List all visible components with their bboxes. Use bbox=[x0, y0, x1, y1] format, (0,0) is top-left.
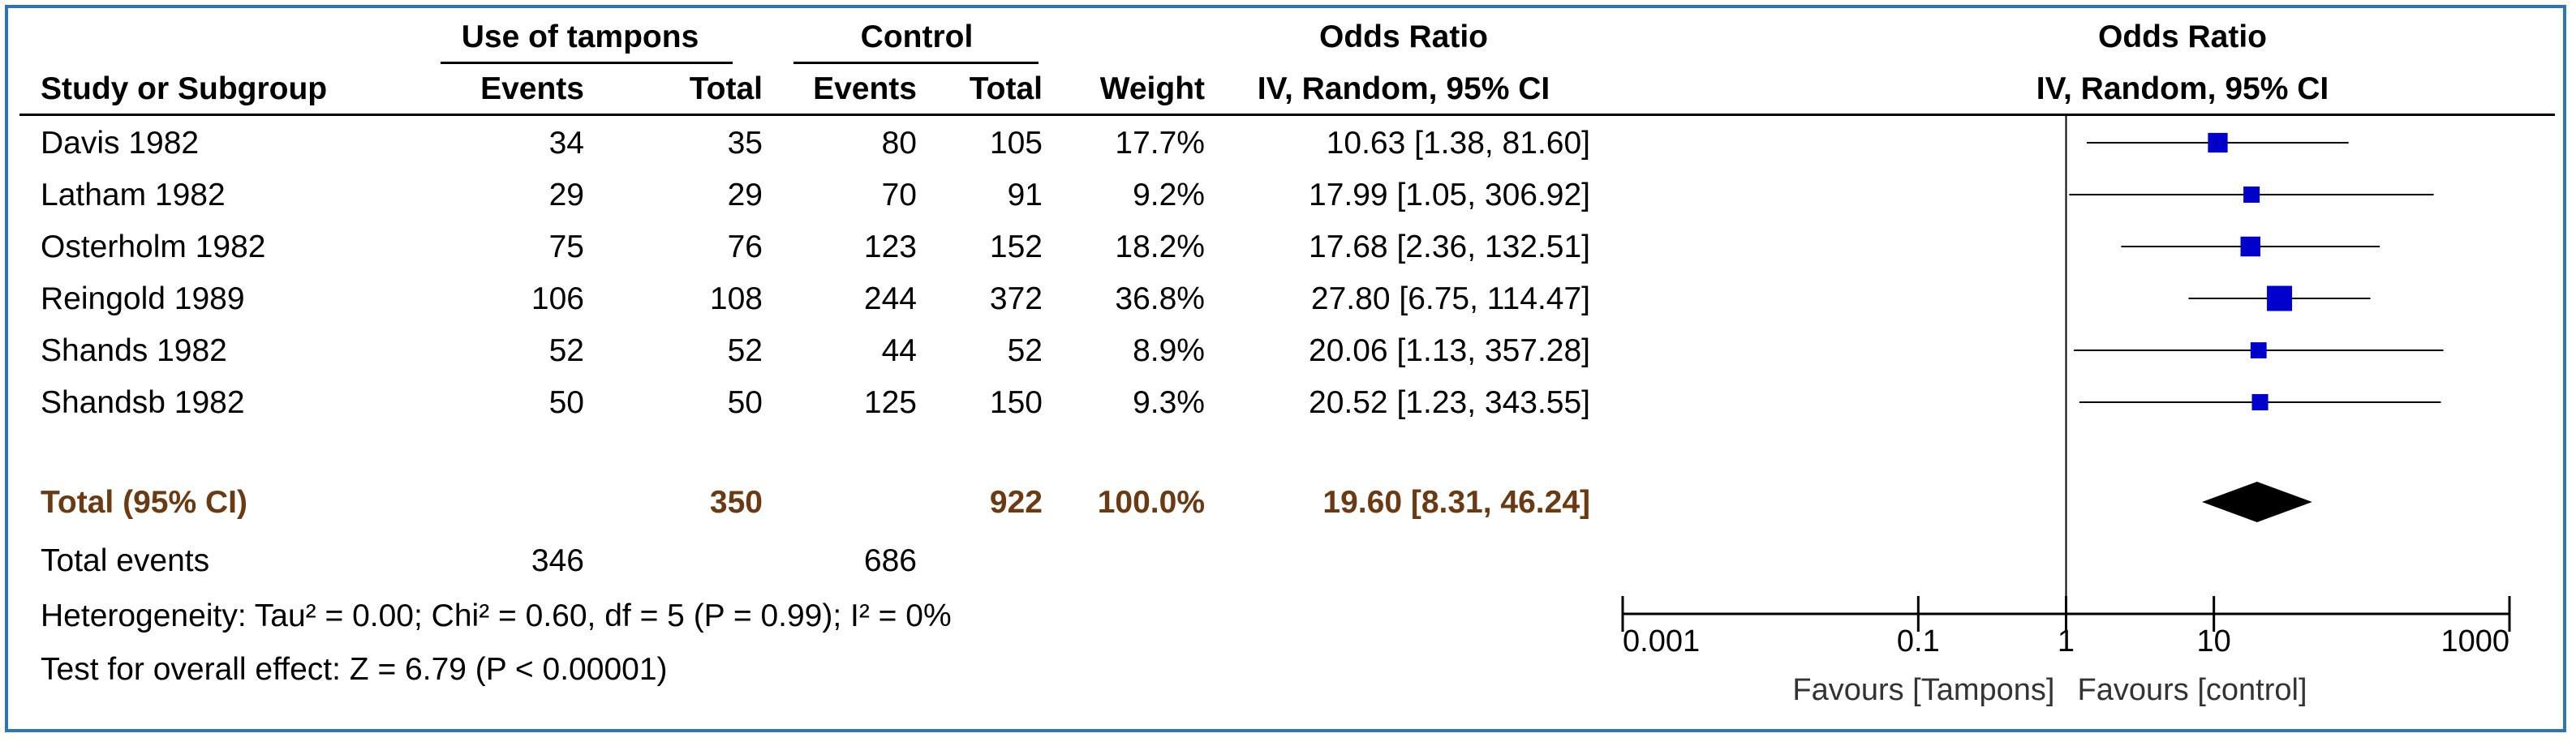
study-row-e1: 34 bbox=[548, 126, 584, 161]
study-row-e2: 80 bbox=[881, 126, 917, 161]
study-row-e2: 70 bbox=[881, 178, 917, 212]
study-row-t1: 50 bbox=[727, 385, 763, 420]
study-row-name: Davis 1982 bbox=[41, 126, 200, 161]
study-row-ci: 17.68 [2.36, 132.51] bbox=[1309, 229, 1590, 264]
study-row-e1: 50 bbox=[548, 385, 584, 420]
figure-frame bbox=[5, 5, 2566, 732]
study-row-ci: 17.99 [1.05, 306.92] bbox=[1309, 178, 1590, 212]
study-row-t2: 150 bbox=[989, 385, 1043, 420]
study-square bbox=[2243, 187, 2260, 203]
study-square bbox=[2208, 132, 2228, 153]
study-square bbox=[2250, 342, 2267, 358]
favours-right-label: Favours [control] bbox=[2078, 673, 2307, 707]
study-row-t2: 372 bbox=[989, 281, 1043, 316]
study-row-t2: 105 bbox=[989, 126, 1043, 161]
or-table-header: Odds Ratio bbox=[1318, 19, 1488, 54]
study-row-weight: 8.9% bbox=[1133, 333, 1205, 368]
events1-column-header: Events bbox=[480, 71, 584, 106]
study-row-e1: 106 bbox=[531, 281, 584, 316]
study-row-e2: 244 bbox=[863, 281, 917, 316]
study-row-ci: 20.52 [1.23, 343.55] bbox=[1309, 385, 1590, 420]
total-ci: 19.60 [8.31, 46.24] bbox=[1322, 485, 1590, 520]
or-table-method: IV, Random, 95% CI bbox=[1257, 71, 1550, 106]
heterogeneity-text: Heterogeneity: Tau² = 0.00; Chi² = 0.60,… bbox=[41, 598, 952, 633]
study-row-e1: 29 bbox=[548, 178, 584, 212]
study-row-e1: 52 bbox=[548, 333, 584, 368]
x-axis-tick-label: 1000 bbox=[2441, 624, 2509, 658]
weight-column-header: Weight bbox=[1099, 71, 1205, 106]
total-events-e2: 686 bbox=[863, 543, 917, 578]
pooled-diamond bbox=[2202, 482, 2312, 522]
header-divider bbox=[19, 114, 2555, 116]
study-row-weight: 9.3% bbox=[1133, 385, 1205, 420]
total-events-e1: 346 bbox=[531, 543, 584, 578]
study-row-e1: 75 bbox=[548, 229, 584, 264]
study-row-e2: 125 bbox=[863, 385, 917, 420]
total-label: Total (95% CI) bbox=[41, 485, 247, 520]
or-plot-method: IV, Random, 95% CI bbox=[2036, 71, 2329, 106]
study-row-t2: 152 bbox=[989, 229, 1043, 264]
x-axis-tick-label: 0.1 bbox=[1897, 624, 1940, 658]
x-axis-tick-label: 10 bbox=[2197, 624, 2231, 658]
total1-column-header: Total bbox=[689, 71, 763, 106]
study-row-t1: 76 bbox=[727, 229, 763, 264]
study-row-name: Reingold 1989 bbox=[41, 281, 245, 316]
total2-column-header: Total bbox=[969, 71, 1043, 106]
group2-header: Control bbox=[860, 19, 974, 54]
study-row-ci: 10.63 [1.38, 81.60] bbox=[1326, 126, 1590, 161]
study-row-weight: 17.7% bbox=[1115, 126, 1205, 161]
study-row-ci: 27.80 [6.75, 114.47] bbox=[1310, 281, 1590, 316]
overall-effect-text: Test for overall effect: Z = 6.79 (P < 0… bbox=[41, 652, 668, 687]
x-axis-tick-label: 1 bbox=[2058, 624, 2075, 658]
study-row-weight: 36.8% bbox=[1115, 281, 1205, 316]
study-row-name: Osterholm 1982 bbox=[41, 229, 266, 264]
study-square bbox=[2267, 285, 2293, 311]
study-row-t1: 52 bbox=[727, 333, 763, 368]
group1-underline bbox=[441, 62, 733, 64]
study-row-ci: 20.06 [1.13, 357.28] bbox=[1309, 333, 1590, 368]
study-row-t1: 29 bbox=[727, 178, 763, 212]
study-row-name: Shandsb 1982 bbox=[41, 385, 245, 420]
study-row-name: Latham 1982 bbox=[41, 178, 226, 212]
events2-column-header: Events bbox=[813, 71, 917, 106]
total-t1: 350 bbox=[709, 485, 763, 520]
study-row-t1: 108 bbox=[709, 281, 763, 316]
study-row-weight: 9.2% bbox=[1133, 178, 1205, 212]
x-axis-tick-label: 0.001 bbox=[1623, 624, 1700, 658]
study-row-weight: 18.2% bbox=[1115, 229, 1205, 264]
study-row-t2: 91 bbox=[1007, 178, 1043, 212]
study-row-t1: 35 bbox=[727, 126, 763, 161]
total-weight: 100.0% bbox=[1097, 485, 1205, 520]
total-t2: 922 bbox=[989, 485, 1043, 520]
study-column-header: Study or Subgroup bbox=[41, 71, 328, 106]
study-square bbox=[2240, 236, 2260, 257]
study-square bbox=[2251, 393, 2269, 411]
group1-header: Use of tampons bbox=[461, 19, 699, 54]
study-row-e2: 44 bbox=[881, 333, 917, 368]
favours-left-label: Favours [Tampons] bbox=[1792, 673, 2054, 707]
or-plot-header: Odds Ratio bbox=[2097, 19, 2267, 54]
study-row-t2: 52 bbox=[1007, 333, 1043, 368]
study-row-e2: 123 bbox=[863, 229, 917, 264]
total-events-label: Total events bbox=[41, 543, 210, 578]
group2-underline bbox=[793, 62, 1039, 64]
study-row-name: Shands 1982 bbox=[41, 333, 227, 368]
